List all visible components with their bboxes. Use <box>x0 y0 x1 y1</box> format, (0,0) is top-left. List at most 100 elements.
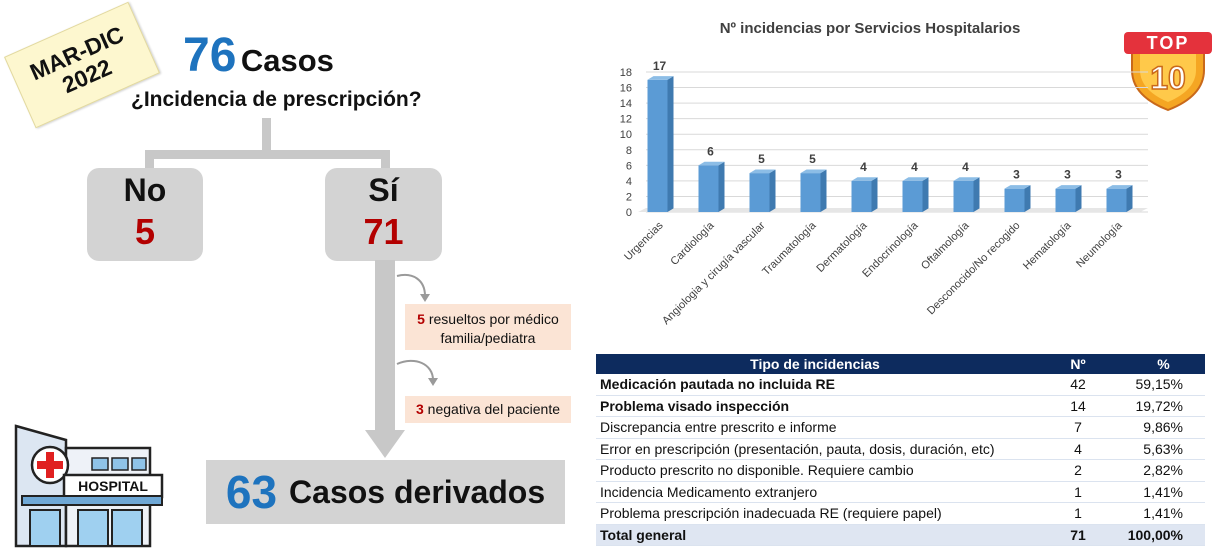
incidence-type-cell: Producto prescrito no disponible. Requie… <box>596 459 1034 482</box>
down-arrow <box>365 260 405 458</box>
top10-badge-number: 10 <box>1150 60 1186 96</box>
branch-si-box: Sí 71 <box>325 168 442 261</box>
y-tick-label: 4 <box>626 176 632 188</box>
x-tick-label: Traumatología <box>760 219 819 278</box>
note-refusal-text: negativa del paciente <box>427 401 560 417</box>
bar-top <box>953 177 980 181</box>
incidence-count-cell: 1 <box>1034 481 1122 503</box>
col-header-percent: % <box>1122 354 1205 374</box>
incidence-percent-cell: 9,86% <box>1122 416 1205 439</box>
incidence-percent-cell: 59,15% <box>1122 374 1205 396</box>
services-bar-chart: 0 2 4 6 8 10 12 14 16 18 17 Urgencias 6 Cardiología 5 A… <box>620 59 1148 327</box>
incidence-percent-cell: 2,82% <box>1122 459 1205 482</box>
table-row: Discrepancia entre prescrito e informe 7 9… <box>596 416 1205 439</box>
curved-arrow-icon <box>396 359 438 386</box>
bar-top <box>698 161 725 166</box>
table-row: Problema visado inspección 14 19,72% <box>596 395 1205 417</box>
x-tick-label: Urgencias <box>622 219 666 263</box>
tree-right-drop <box>381 150 390 170</box>
bar-side <box>1126 185 1133 212</box>
branch-si-value: 71 <box>363 211 404 252</box>
tree-left-drop <box>145 150 154 170</box>
incidence-type-cell: Error en prescripción (presentación, pau… <box>596 438 1034 460</box>
table-row: Problema prescripción inadecuada RE (req… <box>596 502 1205 525</box>
incidence-percent-cell: 5,63% <box>1122 438 1205 460</box>
incidence-percent-cell: 1,41% <box>1122 502 1205 525</box>
bar <box>698 165 719 212</box>
data-label: 6 <box>707 144 714 158</box>
incidence-type-cell: Total general <box>596 523 1034 546</box>
data-label: 3 <box>1013 168 1020 182</box>
tree-crossbar <box>145 150 390 159</box>
bar <box>1004 188 1025 212</box>
incidence-percent-cell: 1,41% <box>1122 481 1205 503</box>
incidence-count-cell: 1 <box>1034 502 1122 525</box>
incidences-table: Tipo de incidencias Nº % Medicación paut… <box>596 354 1205 546</box>
incidence-type-cell: Discrepancia entre prescrito e informe <box>596 416 1034 439</box>
total-cases-label: Casos <box>240 43 334 78</box>
incidence-count-cell: 14 <box>1034 395 1122 417</box>
top10-badge-label: TOP <box>1147 33 1190 53</box>
incidence-type-cell: Problema prescripción inadecuada RE (req… <box>596 502 1034 525</box>
y-tick-label: 12 <box>620 114 632 126</box>
branch-no-box: No 5 <box>87 168 203 261</box>
y-tick-label: 14 <box>620 98 632 110</box>
bar-top <box>1004 185 1031 189</box>
bar-top <box>749 169 776 174</box>
data-label: 17 <box>653 59 667 73</box>
incidence-count-cell: 2 <box>1034 459 1122 482</box>
x-tick-label: Neumología <box>1074 219 1125 270</box>
incidence-count-cell: 7 <box>1034 416 1122 439</box>
bar-side <box>1075 185 1082 212</box>
bar-top <box>800 169 827 174</box>
bar-top <box>647 76 674 80</box>
bar-side <box>769 169 776 212</box>
bar <box>902 180 923 212</box>
data-label: 5 <box>809 152 816 166</box>
data-label: 4 <box>911 160 918 174</box>
data-label: 4 <box>860 160 867 174</box>
incidence-type-cell: Problema visado inspección <box>596 395 1034 417</box>
y-tick-label: 10 <box>620 129 632 141</box>
table-row: Producto prescrito no disponible. Requie… <box>596 459 1205 482</box>
note-refusal: 3 negativa del paciente <box>405 396 571 423</box>
bar-top <box>1055 185 1082 189</box>
bar <box>800 173 821 212</box>
x-tick-label: Oftalmología <box>919 219 972 272</box>
y-tick-label: 8 <box>626 145 632 157</box>
bar-side <box>820 169 827 212</box>
bar-side <box>922 177 929 212</box>
derived-cases-label: Casos derivados <box>289 473 546 510</box>
note-resolved: 5 resueltos por médico familia/pediatra <box>405 304 571 350</box>
bar-side <box>718 161 725 212</box>
data-label: 3 <box>1064 168 1071 182</box>
y-tick-label: 18 <box>620 67 632 79</box>
branch-si-label: Sí <box>368 172 399 208</box>
tree-stem <box>262 118 271 156</box>
y-tick-label: 6 <box>626 160 632 172</box>
incidence-percent-cell: 100,00% <box>1122 523 1205 546</box>
chart-title: Nº incidencias por Servicios Hospitalari… <box>719 20 1021 37</box>
total-cases-count: 76 <box>183 29 237 82</box>
bar <box>647 79 668 213</box>
x-tick-label: Cardiología <box>668 219 717 268</box>
bar-top <box>902 177 929 181</box>
incidence-count-cell: 4 <box>1034 438 1122 460</box>
data-label: 4 <box>962 160 969 174</box>
bar-top <box>1106 185 1133 189</box>
x-tick-label: Desconocido/No recogido <box>925 220 1023 318</box>
hospital-icon: HOSPITAL <box>14 424 164 548</box>
y-tick-label: 2 <box>626 191 632 203</box>
bar <box>749 173 770 212</box>
note-refusal-count: 3 <box>415 401 424 417</box>
incidence-type-cell: Medicación pautada no incluida RE <box>596 374 1034 396</box>
branch-no-label: No <box>123 172 167 208</box>
bar <box>953 180 974 212</box>
bar-side <box>973 177 980 212</box>
bar-top <box>851 177 878 181</box>
table-row: Medicación pautada no incluida RE 42 59,15… <box>596 374 1205 396</box>
col-header-type: Tipo de incidencias <box>596 354 1034 374</box>
data-label: 5 <box>758 152 765 166</box>
top10-badge-icon: TOP 10 <box>1124 32 1212 112</box>
table-header-row: Tipo de incidencias Nº % <box>596 354 1205 374</box>
